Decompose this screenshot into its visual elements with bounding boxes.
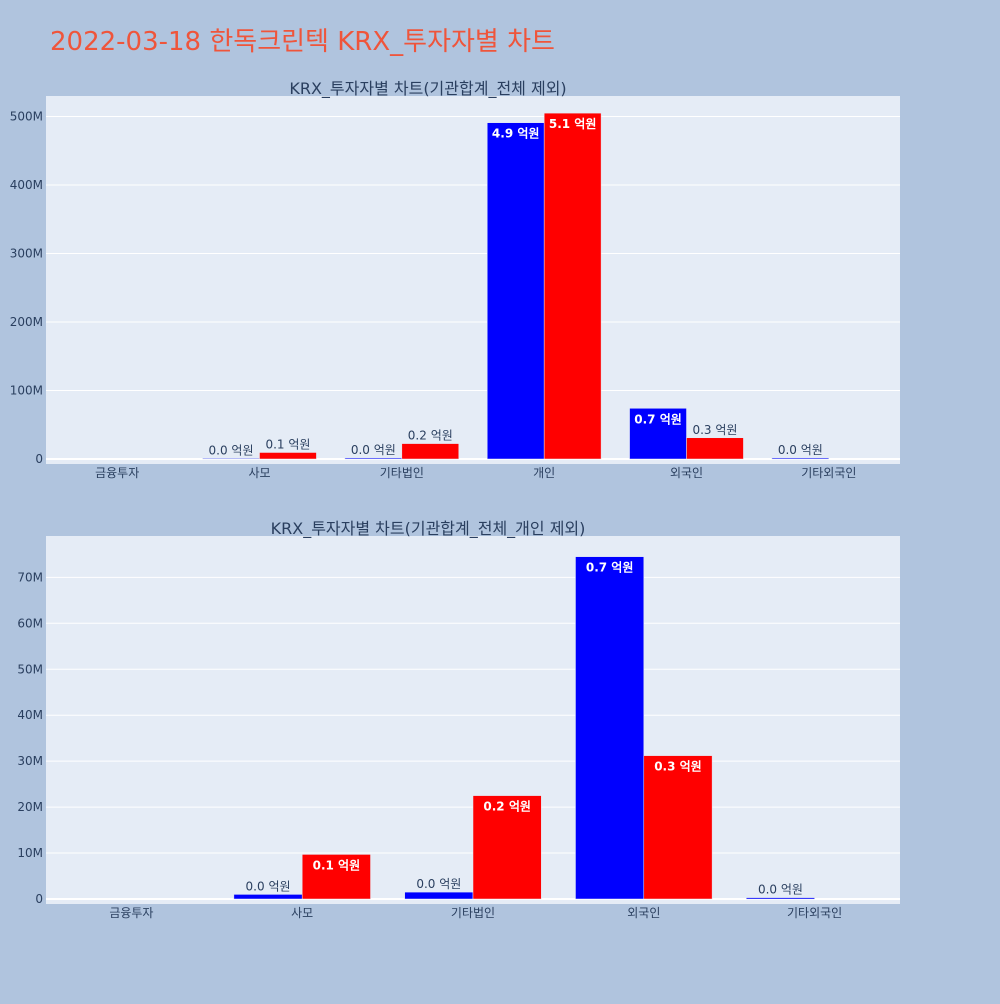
data-label: 0.3 억원	[692, 423, 737, 437]
x-tick-label: 기타외국인	[801, 466, 856, 480]
data-label: 0.2 억원	[483, 800, 531, 814]
chart-panel-1: 0 100M 200M 300M 400M 500M KRX_투자자별 차트(기관합계_전체…	[10, 79, 900, 480]
data-label: 0.0 억원	[778, 443, 823, 457]
page-title: 2022-03-18 한독크린텍 KRX_투자자별 차트	[50, 27, 555, 57]
data-label: 0.0 억원	[351, 443, 396, 457]
data-label: 0.0 억원	[416, 877, 461, 891]
plot-area	[46, 96, 900, 464]
bar	[543, 112, 602, 460]
bar	[301, 854, 371, 900]
charts-layer: 0 100M 200M 300M 400M 500M KRX_투자자별 차트(기관합계_전체…	[10, 79, 900, 920]
y-tick-label: 30M	[17, 754, 43, 768]
data-label: 5.1 억원	[549, 117, 597, 131]
x-tick-label: 개인	[533, 466, 555, 480]
bar	[472, 795, 542, 900]
y-tick-label: 50M	[17, 662, 43, 676]
bar	[686, 437, 744, 460]
y-tick-label: 0	[35, 452, 43, 466]
y-tick-label: 200M	[10, 315, 43, 329]
data-label: 0.7 억원	[634, 412, 682, 426]
y-tick-label: 400M	[10, 178, 43, 192]
bar	[259, 452, 317, 460]
bar	[404, 891, 474, 900]
data-label: 0.0 억원	[758, 883, 803, 897]
bar	[401, 443, 460, 460]
x-tick-label: 기타외국인	[787, 906, 842, 920]
data-label: 0.3 억원	[654, 760, 702, 774]
x-tick-label: 금융투자	[95, 466, 139, 480]
bar	[746, 897, 815, 900]
data-label: 0.0 억원	[246, 879, 291, 893]
data-label: 0.0 억원	[209, 443, 254, 457]
data-label: 0.2 억원	[408, 429, 453, 443]
chart-panel-2: 0 10M 20M 30M 40M 50M 60M 70M KRX_투자자별 차트(기관합계_전…	[17, 519, 900, 920]
y-tick-label: 70M	[17, 570, 43, 584]
data-label: 0.7 억원	[586, 561, 634, 575]
y-tick-label: 0	[35, 892, 43, 906]
x-tick-label: 기타법인	[380, 466, 424, 480]
y-tick-label: 300M	[10, 247, 43, 261]
bar	[202, 458, 260, 460]
chart-title: KRX_투자자별 차트(기관합계_전체 제외)	[289, 79, 566, 99]
bar	[771, 457, 830, 460]
y-tick-label: 100M	[10, 384, 43, 398]
x-tick-label: 외국인	[627, 906, 660, 920]
y-tick-label: 500M	[10, 110, 43, 124]
x-tick-label: 기타법인	[451, 906, 495, 920]
bar	[643, 755, 713, 900]
bar	[233, 894, 303, 900]
bar	[486, 122, 545, 460]
y-tick-label: 20M	[17, 800, 43, 814]
x-tick-label: 외국인	[670, 466, 703, 480]
bar	[629, 408, 687, 460]
bar	[344, 457, 403, 460]
x-tick-label: 사모	[291, 906, 313, 920]
y-tick-label: 10M	[17, 846, 43, 860]
x-tick-label: 금융투자	[109, 906, 153, 920]
chart-title: KRX_투자자별 차트(기관합계_전체_개인 제외)	[271, 519, 586, 539]
y-tick-label: 40M	[17, 708, 43, 722]
data-label: 4.9 억원	[492, 127, 540, 141]
x-tick-label: 사모	[248, 466, 270, 480]
data-label: 0.1 억원	[265, 437, 310, 451]
y-tick-label: 60M	[17, 616, 43, 630]
data-label: 0.1 억원	[313, 858, 361, 872]
bar	[575, 556, 645, 900]
